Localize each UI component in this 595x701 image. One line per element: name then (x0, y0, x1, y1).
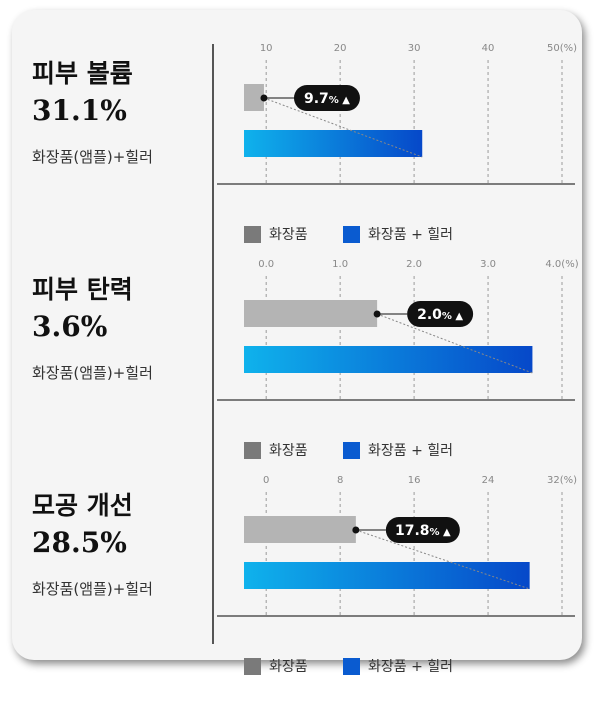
metric-subtitle: 화장품(앰플)+힐러 (32, 364, 153, 382)
legend-swatch (343, 441, 360, 459)
legend-item-cosmetic: 화장품 (244, 440, 308, 460)
tick-label: 8 (337, 475, 343, 486)
metric-value: 3.6% (32, 310, 108, 343)
metric-value: 28.5% (32, 526, 127, 559)
bar-cosmetic-healer (244, 130, 423, 157)
bar-chart: 0.0 1.0 2.0 3.0 4.0(%) 2.0% ▲ (217, 259, 579, 401)
tick-label: 30 (408, 43, 421, 54)
tick-label: 24 (482, 475, 495, 486)
section-skin-volume: 피부 볼륨 31.1% 화장품(앰플)+힐러 10 20 30 40 50(%) 9.7%… (12, 43, 582, 269)
legend-item-cosmetic-healer: 화장품 + 힐러 (343, 440, 453, 460)
section-skin-elasticity: 피부 탄력 3.6% 화장품(앰플)+힐러 0.0 1.0 2.0 3.0 4.0(%)… (12, 259, 582, 485)
legend-swatch (244, 441, 261, 459)
metric-title: 피부 탄력 (32, 275, 133, 304)
metric-subtitle: 화장품(앰플)+힐러 (32, 580, 153, 598)
connector-line (263, 97, 423, 158)
legend-item-cosmetic: 화장품 (244, 656, 308, 676)
bar-cosmetic-healer (244, 562, 530, 589)
card: 피부 볼륨 31.1% 화장품(앰플)+힐러 10 20 30 40 50(%) 9.7%… (12, 10, 582, 675)
tick-label: 20 (334, 43, 347, 54)
tick-label: 0.0 (258, 259, 274, 270)
tick-label: 10 (260, 43, 273, 54)
tick-label: 16 (408, 475, 421, 486)
callout-pill (293, 85, 360, 111)
tick-label: 2.0 (406, 259, 422, 270)
bar-chart: 0 8 16 24 32(%) 17.8% ▲ (217, 475, 577, 617)
tick-label: 50(%) (547, 43, 577, 54)
metric-title: 피부 볼륨 (32, 59, 133, 88)
legend-label: 화장품 (269, 659, 308, 675)
legend-item-cosmetic-healer: 화장품 + 힐러 (343, 224, 453, 244)
connector-line (355, 529, 530, 590)
callout-dot (352, 526, 360, 534)
legend-label: 화장품 + 힐러 (368, 227, 454, 243)
callout-label: 9.7% ▲ (304, 91, 350, 107)
bar-cosmetic-healer (244, 346, 533, 373)
legend-label: 화장품 + 힐러 (368, 443, 454, 459)
callout-dot (260, 94, 268, 102)
legend-swatch (343, 657, 360, 675)
tick-label: 0 (263, 475, 269, 486)
tick-label: 40 (482, 43, 495, 54)
callout-label: 2.0% ▲ (417, 307, 463, 323)
legend-swatch (343, 225, 360, 243)
legend-item-cosmetic-healer: 화장품 + 힐러 (343, 656, 453, 676)
legend-item-cosmetic: 화장품 (244, 224, 308, 244)
callout-dot (373, 310, 381, 318)
legend-label: 화장품 (269, 227, 308, 243)
bar-chart: 10 20 30 40 50(%) 9.7% ▲ (217, 43, 577, 185)
legend-label: 화장품 + 힐러 (368, 659, 454, 675)
bar-cosmetic (244, 300, 378, 327)
metric-value: 31.1% (32, 94, 127, 127)
callout-label: 17.8% ▲ (395, 523, 451, 539)
metric-subtitle: 화장품(앰플)+힐러 (32, 148, 153, 166)
bar-cosmetic (244, 516, 356, 543)
tick-label: 1.0 (332, 259, 348, 270)
legend-label: 화장품 (269, 443, 308, 459)
metric-title: 모공 개선 (32, 491, 133, 520)
tick-label: 4.0(%) (545, 259, 578, 270)
legend-swatch (244, 225, 261, 243)
callout-pill (407, 301, 474, 327)
legend-swatch (244, 657, 261, 675)
section-pore-improvement: 모공 개선 28.5% 화장품(앰플)+힐러 0 8 16 24 32(%) 17.8% … (12, 475, 582, 701)
callout-pill (385, 517, 460, 543)
vertical-divider (212, 44, 214, 644)
tick-label: 3.0 (480, 259, 496, 270)
bar-cosmetic (244, 84, 264, 111)
tick-label: 32(%) (547, 475, 577, 486)
